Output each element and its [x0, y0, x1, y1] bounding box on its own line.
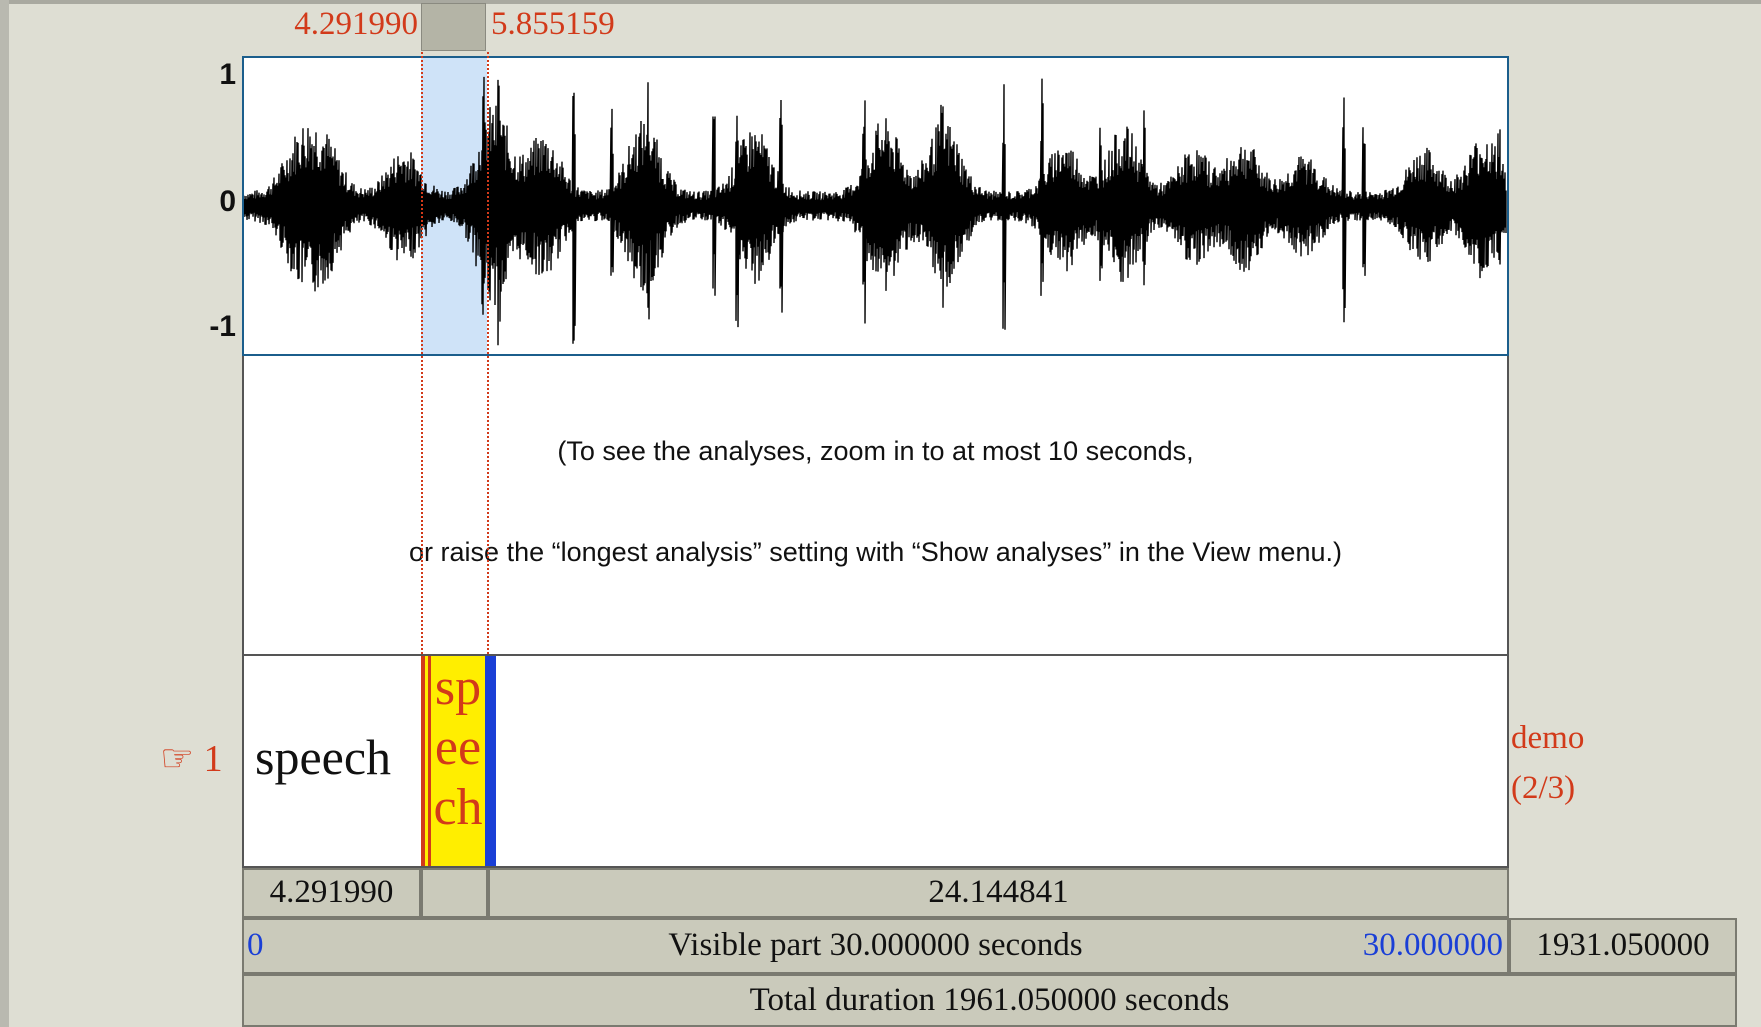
visible-part-label: Visible part 30.000000 seconds — [668, 927, 1083, 963]
segment-after-selection[interactable]: 24.144841 — [488, 868, 1509, 918]
waveform-signal — [244, 76, 1507, 346]
window-left-edge — [0, 0, 9, 1027]
tier-interval-count: (2/3) — [1511, 770, 1576, 806]
visible-part-bar[interactable]: 0 Visible part 30.000000 seconds 30.0000… — [242, 918, 1509, 974]
selected-interval[interactable] — [421, 656, 486, 866]
y-axis-min-label: -1 — [209, 310, 236, 343]
y-axis-zero-label: 0 — [219, 185, 236, 218]
interval-label[interactable]: speech — [255, 729, 392, 785]
waveform-plot — [244, 58, 1507, 354]
waveform-panel[interactable] — [242, 56, 1509, 356]
selection-start-line — [421, 52, 423, 654]
tier-pointer[interactable]: ☞ 1 — [160, 736, 223, 781]
selected-interval-label[interactable]: speech — [433, 659, 483, 836]
visible-end-time: 30.000000 — [1362, 927, 1503, 963]
analysis-message-line-2: or raise the “longest analysis” setting … — [409, 537, 1342, 567]
interval-boundary[interactable] — [428, 656, 431, 866]
y-axis-max-label: 1 — [219, 58, 236, 91]
interval-tier[interactable]: speech speech — [242, 654, 1509, 868]
pointing-hand-icon: ☞ — [160, 738, 195, 780]
selected-boundary[interactable] — [485, 656, 496, 866]
analysis-panel[interactable]: (To see the analyses, zoom in to at most… — [242, 356, 1509, 654]
total-duration-bar[interactable]: Total duration 1961.050000 seconds — [242, 974, 1737, 1027]
segment-selection[interactable] — [421, 868, 488, 918]
after-visible-bar[interactable]: 1931.050000 — [1509, 918, 1737, 974]
segment-before-selection[interactable]: 4.291990 — [242, 868, 421, 918]
window-top-edge — [0, 0, 1761, 4]
selection-end-line — [487, 52, 489, 654]
selection-end-label: 5.855159 — [491, 6, 615, 42]
tier-number: 1 — [203, 738, 223, 780]
visible-start-time: 0 — [247, 927, 264, 963]
tier-name-label: demo — [1511, 720, 1585, 756]
analysis-message-line-1: (To see the analyses, zoom in to at most… — [557, 436, 1194, 466]
tier-name: demo (2/3) — [1511, 713, 1584, 813]
selection-start-label: 4.291990 — [294, 6, 418, 42]
selection-duration-box[interactable] — [421, 3, 486, 51]
interval-boundary[interactable] — [421, 656, 425, 866]
